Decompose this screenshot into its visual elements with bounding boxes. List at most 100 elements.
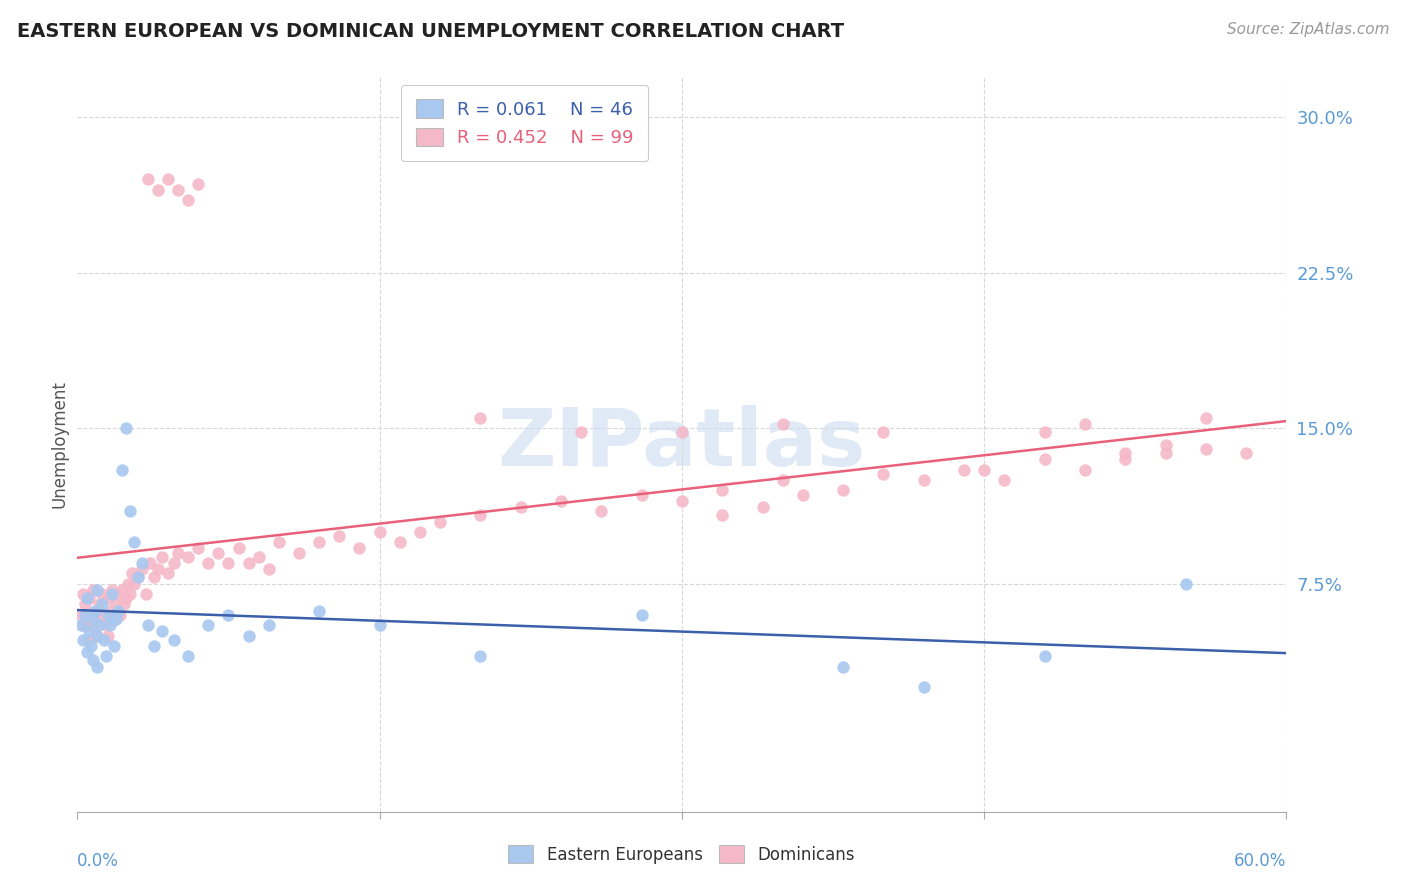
Point	[429, 515, 451, 529]
Point	[104, 598, 127, 612]
Point	[751, 500, 773, 514]
Point	[1154, 446, 1177, 460]
Point	[100, 587, 122, 601]
Point	[86, 604, 108, 618]
Point	[114, 421, 136, 435]
Point	[177, 193, 200, 207]
Point	[177, 649, 200, 664]
Point	[127, 570, 149, 584]
Point	[86, 628, 108, 642]
Point	[79, 591, 101, 606]
Point	[84, 604, 107, 618]
Point	[94, 649, 117, 664]
Point	[90, 587, 112, 601]
Point	[1195, 410, 1218, 425]
Point	[288, 546, 311, 560]
Point	[111, 582, 134, 597]
Point	[257, 618, 280, 632]
Point	[308, 604, 330, 618]
Point	[409, 524, 432, 539]
Point	[76, 645, 98, 659]
Y-axis label: Unemployment: Unemployment	[51, 380, 69, 508]
Point	[79, 624, 101, 639]
Point	[218, 556, 240, 570]
Point	[187, 541, 209, 556]
Point	[114, 591, 136, 606]
Point	[308, 535, 330, 549]
Point	[872, 467, 894, 481]
Point	[772, 473, 794, 487]
Point	[80, 607, 103, 622]
Point	[772, 417, 794, 431]
Point	[75, 607, 97, 622]
Point	[127, 570, 149, 584]
Point	[122, 576, 145, 591]
Point	[131, 562, 153, 576]
Point	[86, 628, 108, 642]
Point	[569, 425, 592, 440]
Point	[157, 172, 180, 186]
Point	[550, 493, 572, 508]
Point	[912, 473, 935, 487]
Point	[96, 607, 118, 622]
Text: EASTERN EUROPEAN VS DOMINICAN UNEMPLOYMENT CORRELATION CHART: EASTERN EUROPEAN VS DOMINICAN UNEMPLOYME…	[17, 22, 844, 41]
Point	[70, 607, 93, 622]
Point	[197, 618, 219, 632]
Point	[82, 612, 104, 626]
Point	[470, 410, 492, 425]
Point	[993, 473, 1015, 487]
Point	[792, 487, 814, 501]
Point	[1174, 576, 1197, 591]
Point	[238, 556, 260, 570]
Point	[72, 632, 94, 647]
Point	[76, 618, 98, 632]
Point	[177, 549, 200, 564]
Point	[121, 566, 143, 581]
Point	[72, 587, 94, 601]
Point	[368, 524, 391, 539]
Text: Source: ZipAtlas.com: Source: ZipAtlas.com	[1226, 22, 1389, 37]
Point	[1074, 463, 1097, 477]
Point	[103, 612, 125, 626]
Point	[257, 562, 280, 576]
Point	[349, 541, 371, 556]
Point	[832, 659, 855, 673]
Point	[111, 463, 134, 477]
Point	[90, 598, 112, 612]
Point	[1234, 446, 1257, 460]
Point	[207, 546, 229, 560]
Point	[79, 632, 101, 647]
Point	[328, 529, 350, 543]
Point	[167, 183, 190, 197]
Point	[218, 607, 240, 622]
Point	[107, 587, 129, 601]
Point	[470, 508, 492, 523]
Point	[93, 632, 115, 647]
Text: 0.0%: 0.0%	[77, 852, 120, 871]
Point	[72, 618, 94, 632]
Point	[953, 463, 976, 477]
Point	[167, 546, 190, 560]
Point	[142, 639, 165, 653]
Point	[912, 681, 935, 695]
Point	[238, 628, 260, 642]
Point	[94, 618, 117, 632]
Point	[107, 604, 129, 618]
Point	[1074, 417, 1097, 431]
Point	[368, 618, 391, 632]
Point	[146, 183, 169, 197]
Point	[157, 566, 180, 581]
Point	[228, 541, 250, 556]
Point	[103, 639, 125, 653]
Point	[388, 535, 411, 549]
Point	[86, 582, 108, 597]
Point	[82, 618, 104, 632]
Point	[112, 598, 135, 612]
Point	[1195, 442, 1218, 456]
Point	[187, 177, 209, 191]
Point	[104, 612, 127, 626]
Point	[197, 556, 219, 570]
Point	[139, 556, 162, 570]
Point	[1114, 446, 1136, 460]
Point	[80, 639, 103, 653]
